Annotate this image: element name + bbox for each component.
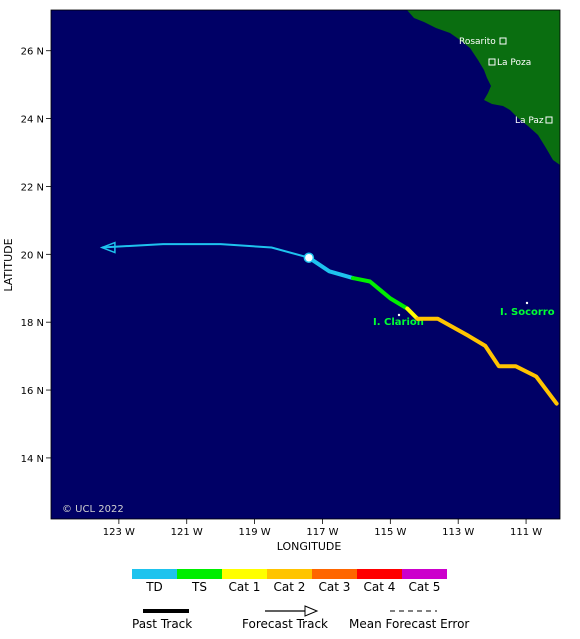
copyright-label: © UCL 2022 xyxy=(62,504,124,515)
axes: 123 W 121 W 119 W 117 W 115 W 113 W 111 W 26 N 2… xyxy=(21,47,543,538)
legend-category-label: Cat 2 xyxy=(274,580,306,594)
x-tick-label: 115 W xyxy=(374,527,406,538)
legend-category-label: Cat 4 xyxy=(364,580,396,594)
x-tick-label: 119 W xyxy=(239,527,271,538)
storm-track xyxy=(99,241,559,406)
town-marker-rosarito xyxy=(499,37,507,45)
town-label-rosarito: Rosarito xyxy=(459,37,496,47)
y-tick-label: 22 N xyxy=(21,182,44,193)
y-tick-label: 20 N xyxy=(21,250,44,261)
forecast-track-line xyxy=(101,243,310,259)
y-tick-label: 24 N xyxy=(21,115,44,126)
mean-forecast-error-label: Mean Forecast Error xyxy=(349,617,469,631)
y-tick-label: 26 N xyxy=(21,47,44,58)
x-tick-label: 121 W xyxy=(171,527,203,538)
forecast-track-label: Forecast Track xyxy=(242,617,328,631)
legend-swatch xyxy=(222,569,267,579)
x-tick-label: 111 W xyxy=(510,527,542,538)
plot-frame xyxy=(50,9,561,520)
forecast-arrow-icon xyxy=(304,605,319,617)
legend-category-label: TD xyxy=(145,580,163,594)
legend-swatch xyxy=(402,569,447,579)
x-axis-title: LONGITUDE xyxy=(277,540,342,553)
x-tick-label: 113 W xyxy=(442,527,474,538)
past-track-label: Past Track xyxy=(132,617,192,631)
legend-category-label: Cat 1 xyxy=(229,580,261,594)
y-axis-title: LATITUDE xyxy=(2,238,15,291)
track-key: Past Track Forecast Track Mean Forecast … xyxy=(132,605,469,631)
town-marker-la-poza xyxy=(488,58,496,66)
town-label-la-poza: La Poza xyxy=(497,58,531,68)
past-track-segment xyxy=(351,276,410,311)
legend-swatch xyxy=(177,569,222,579)
island-label-clarion: I. Clarion xyxy=(373,317,424,328)
past-track-segment xyxy=(415,316,559,406)
legend-swatch xyxy=(312,569,357,579)
y-tick-label: 14 N xyxy=(21,454,44,465)
island-marker-clarion xyxy=(397,313,401,317)
town-label-la-paz: La Paz xyxy=(515,116,544,126)
y-tick-label: 18 N xyxy=(21,318,44,329)
current-position-marker xyxy=(303,252,315,263)
y-tick-label: 16 N xyxy=(21,386,44,397)
legend-swatch xyxy=(357,569,402,579)
ocean-background xyxy=(51,10,560,519)
past-track-segment xyxy=(405,306,420,321)
legend-category-label: Cat 3 xyxy=(319,580,351,594)
baja-california-landmass xyxy=(407,10,560,165)
x-tick-label: 117 W xyxy=(306,527,338,538)
town-marker-la-paz xyxy=(545,116,553,124)
legend-category-label: Cat 5 xyxy=(409,580,441,594)
island-marker-socorro xyxy=(525,301,529,305)
category-legend: TD TS Cat 1 Cat 2 Cat 3 Cat 4 Cat 5 xyxy=(132,569,447,594)
x-tick-label: 123 W xyxy=(103,527,135,538)
past-track-segment xyxy=(306,255,355,281)
legend-swatch xyxy=(132,569,177,579)
island-label-socorro: I. Socorro xyxy=(500,307,555,318)
forecast-arrowhead-icon xyxy=(99,241,116,254)
legend-category-label: TS xyxy=(191,580,207,594)
legend-swatch xyxy=(267,569,312,579)
